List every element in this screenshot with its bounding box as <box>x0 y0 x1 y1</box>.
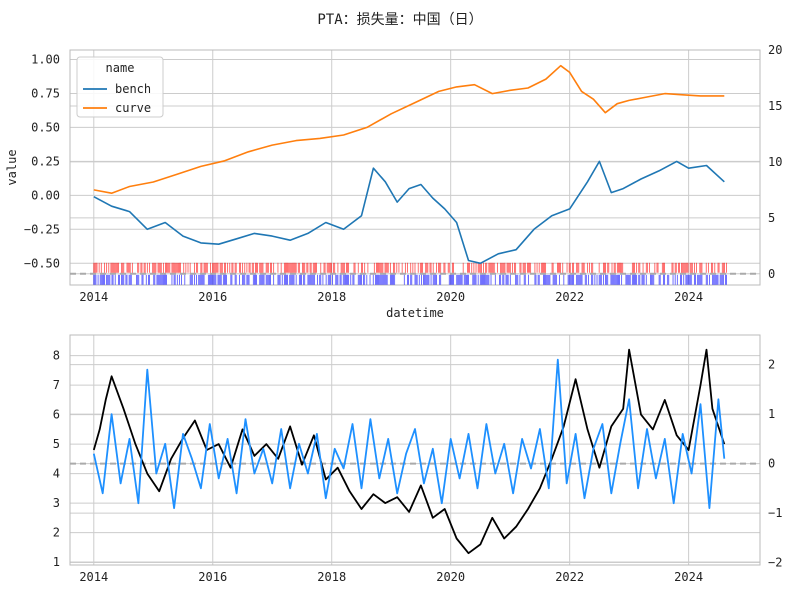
y-tick-label-left: 3 <box>53 496 60 510</box>
y-tick-label-left: −0.50 <box>24 256 60 270</box>
y-tick-label-left: 0.25 <box>31 154 60 168</box>
x-tick-label: 2018 <box>317 570 346 584</box>
x-tick-label: 2016 <box>198 570 227 584</box>
series-line-series-0 <box>92 348 726 555</box>
legend-label-curve: curve <box>115 101 151 115</box>
y-tick-label-right: 15 <box>768 99 782 113</box>
x-tick-label: 2018 <box>317 290 346 304</box>
x-tick-label: 2024 <box>674 570 703 584</box>
y-axis-title: value <box>5 149 19 185</box>
x-tick-label: 2020 <box>436 570 465 584</box>
x-tick-label: 2024 <box>674 290 703 304</box>
y-tick-label-left: 1.00 <box>31 53 60 67</box>
y-tick-label-right: 20 <box>768 43 782 57</box>
y-tick-label-right: 1 <box>768 407 775 421</box>
legend-box <box>76 56 164 118</box>
series-line-bench <box>93 160 725 265</box>
y-tick-label-right: 2 <box>768 358 775 372</box>
y-tick-label-left: −0.25 <box>24 222 60 236</box>
y-tick-label-right: 5 <box>768 211 775 225</box>
y-tick-label-left: 0.50 <box>31 120 60 134</box>
signal-ticks <box>93 262 727 285</box>
y-tick-label-left: 6 <box>53 408 60 422</box>
y-tick-label-right: 10 <box>768 155 782 169</box>
y-tick-label-left: 7 <box>53 378 60 392</box>
plot-frame <box>69 49 761 286</box>
series-line-curve <box>93 64 725 194</box>
y-tick-label-right: −2 <box>768 556 782 570</box>
y-tick-label-left: 8 <box>53 349 60 363</box>
x-axis-title: datetime <box>386 306 444 320</box>
y-tick-label-right: 0 <box>768 267 775 281</box>
y-tick-label-left: 0.00 <box>31 188 60 202</box>
x-tick-label: 2014 <box>79 570 108 584</box>
bottom-chart: 2014 2016 2018 2020 2022 2024 1 2 3 4 5 6 7 8 −2 −1 0 1 2 <box>53 334 782 584</box>
x-tick-label: 2016 <box>198 290 227 304</box>
legend-title: name <box>106 61 135 75</box>
y-tick-label-left: 0.75 <box>31 86 60 100</box>
x-tick-label: 2014 <box>79 290 108 304</box>
y-tick-label-left: 1 <box>53 555 60 569</box>
top-chart: 2014 2016 2018 2020 2022 2024 −0.50 −0.25 0.00 0.… <box>5 43 782 320</box>
x-tick-label: 2022 <box>555 290 584 304</box>
x-tick-label: 2022 <box>555 570 584 584</box>
series-line-series-1 <box>92 358 726 510</box>
y-tick-label-right: −1 <box>768 506 782 520</box>
legend: name bench curve <box>76 56 164 118</box>
y-tick-label-left: 2 <box>53 526 60 540</box>
y-tick-label-right: 0 <box>768 457 775 471</box>
legend-label-bench: bench <box>115 82 151 96</box>
plot-frame <box>69 334 761 566</box>
y-tick-label-left: 4 <box>53 467 60 481</box>
y-tick-label-left: 5 <box>53 437 60 451</box>
x-tick-label: 2020 <box>436 290 465 304</box>
figure-title: PTA：损失量：中国（日） <box>317 12 482 28</box>
